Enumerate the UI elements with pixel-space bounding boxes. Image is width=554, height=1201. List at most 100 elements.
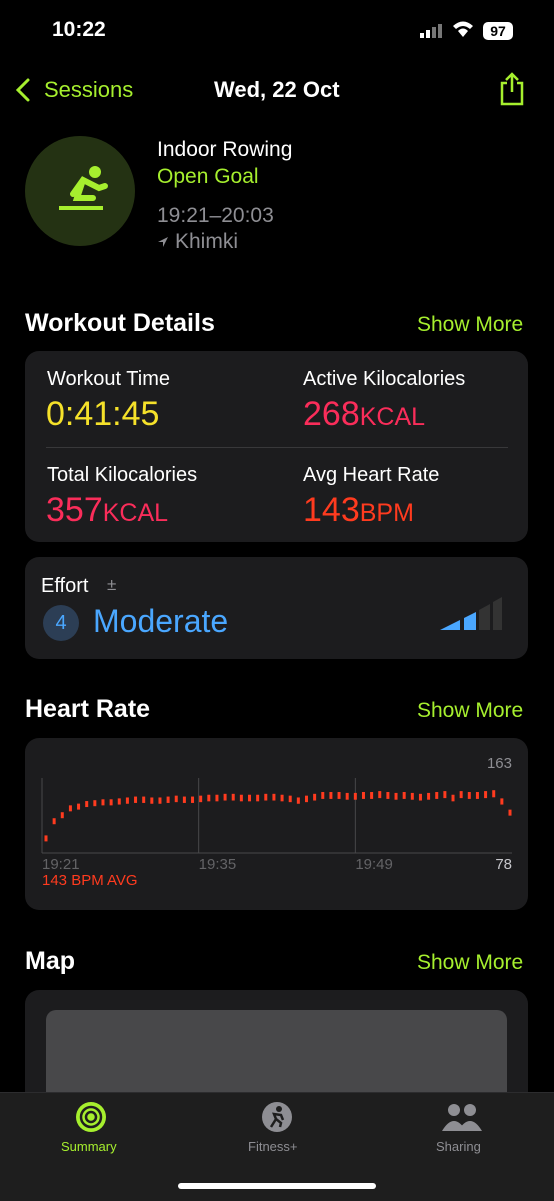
heart-rate-bar — [288, 795, 292, 803]
back-label[interactable]: Sessions — [44, 77, 134, 102]
tab-label[interactable]: Summary — [61, 1139, 117, 1154]
share-button[interactable] — [498, 72, 526, 111]
tab-label[interactable]: Sharing — [436, 1139, 481, 1154]
tab-icon[interactable] — [440, 1101, 484, 1138]
heart-rate-bar — [410, 792, 414, 800]
heart-rate-bar — [370, 792, 374, 799]
heart-rate-bar — [296, 797, 300, 804]
show-more[interactable]: Show More — [417, 313, 524, 336]
location-icon — [157, 235, 169, 253]
heart-rate-bar — [329, 792, 333, 799]
metric-unit: BPM — [359, 499, 414, 527]
status-time: 10:22 — [52, 18, 106, 41]
heart-rate-chart: 143 BPM AVG 19:21 19:35 19:49 78 163 — [41, 755, 512, 889]
heart-rate-card — [25, 738, 528, 910]
heart-rate-bar — [427, 792, 431, 800]
x-tick-label: 19:49 — [355, 856, 393, 873]
heart-rate-bar — [68, 805, 72, 812]
heart-rate-bar — [451, 794, 455, 802]
heart-rate-bar — [191, 796, 195, 803]
heart-rate-bar — [117, 798, 121, 805]
heart-rate-bar — [125, 797, 129, 804]
effort-card[interactable] — [25, 557, 528, 659]
heart-rate-bar — [77, 803, 81, 810]
heart-rate-bar — [353, 792, 357, 800]
heart-rate-bar — [52, 818, 56, 825]
heart-rate-bar — [443, 791, 447, 799]
heart-rate-bar — [394, 792, 398, 800]
x-tick-label: 19:21 — [42, 856, 80, 873]
heart-rate-bar — [231, 793, 235, 801]
tab-label[interactable]: Fitness+ — [248, 1139, 298, 1154]
heart-rate-bar — [207, 794, 211, 802]
signal-icon — [420, 24, 444, 38]
heart-rate-bar — [182, 796, 186, 803]
heart-rate-bar — [492, 790, 496, 798]
metric-label: Active Kilocalories — [303, 368, 466, 390]
tab-icon[interactable] — [75, 1101, 107, 1138]
heart-rate-bar — [264, 793, 268, 801]
workout-name: Indoor Rowing — [157, 138, 293, 161]
heart-rate-bar — [199, 795, 203, 803]
effort-description: Moderate — [93, 603, 229, 639]
heart-rate-bar — [304, 795, 308, 803]
section-title: Heart Rate — [25, 695, 151, 723]
heart-rate-bar — [272, 793, 276, 801]
metric-unit: KCAL — [359, 403, 426, 431]
y-tick-label: 163 — [487, 755, 512, 772]
heart-rate-bar — [459, 791, 463, 799]
heart-rate-bar — [321, 792, 325, 799]
location: Khimki — [175, 230, 239, 253]
heart-rate-bar — [101, 799, 105, 806]
heart-rate-bar — [85, 801, 89, 808]
divider — [46, 447, 508, 448]
heart-rate-bar — [475, 792, 479, 799]
heart-rate-bar — [378, 791, 382, 799]
home-indicator — [178, 1183, 376, 1189]
heart-rate-bar — [467, 792, 471, 799]
heart-rate-bar — [134, 796, 138, 803]
heart-rate-bar — [418, 793, 422, 801]
effort-label: Effort — [41, 575, 89, 597]
metric-label: Workout Time — [47, 368, 170, 390]
wifi-icon — [452, 20, 474, 43]
heart-rate-bar — [256, 794, 260, 802]
workout-goal: Open Goal — [157, 165, 259, 188]
heart-rate-bar — [508, 809, 512, 816]
heart-rate-bar — [435, 792, 439, 799]
section-title: Map — [25, 947, 75, 975]
heart-rate-bar — [361, 792, 365, 799]
y-tick-label: 78 — [495, 856, 512, 873]
heart-rate-bar — [215, 794, 219, 802]
average-label: 143 BPM AVG — [42, 872, 138, 889]
details-card — [25, 351, 528, 542]
tab-icon[interactable] — [261, 1101, 293, 1138]
heart-rate-bar — [150, 797, 154, 804]
section-title: Workout Details — [25, 309, 215, 337]
effort-symbol: ± — [107, 575, 117, 594]
metric-value: 0:41:45 — [46, 395, 160, 433]
heart-rate-bar — [166, 796, 170, 803]
x-tick-label: 19:35 — [199, 856, 237, 873]
metric-unit: KCAL — [102, 499, 169, 527]
heart-rate-bar — [93, 800, 97, 807]
effort-gauge — [438, 584, 504, 639]
nav-title: Wed, 22 Oct — [214, 77, 340, 102]
effort-level: 4 — [43, 605, 79, 641]
show-more[interactable]: Show More — [417, 951, 524, 974]
workout-icon — [25, 136, 135, 246]
battery: 97 — [483, 22, 513, 40]
heart-rate-bar — [313, 793, 317, 801]
heart-rate-bar — [142, 796, 146, 803]
heart-rate-bar — [386, 792, 390, 799]
heart-rate-bar — [500, 798, 504, 805]
metric-value: 143 — [303, 491, 360, 529]
back-button[interactable] — [14, 76, 34, 109]
heart-rate-bar — [109, 799, 113, 806]
heart-rate-bar — [158, 797, 162, 804]
heart-rate-bar — [223, 793, 227, 801]
show-more[interactable]: Show More — [417, 699, 524, 722]
heart-rate-bar — [337, 792, 341, 799]
metric-value: 268 — [303, 395, 360, 433]
